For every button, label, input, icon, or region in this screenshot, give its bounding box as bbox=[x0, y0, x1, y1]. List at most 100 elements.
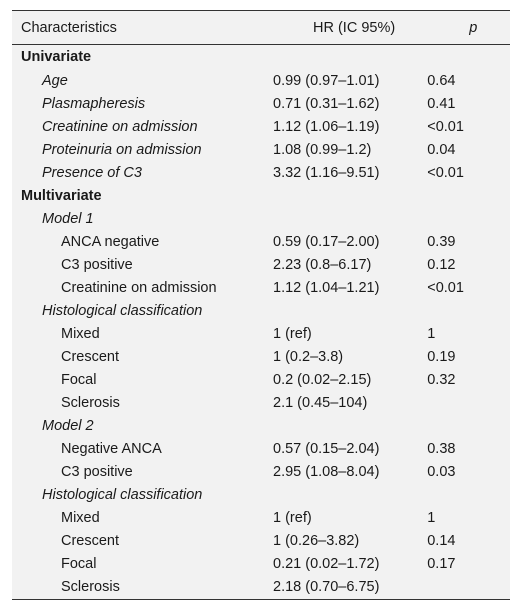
row-hr: 1.12 (1.06–1.19) bbox=[273, 118, 380, 135]
row-label: Focal bbox=[61, 371, 97, 388]
row-hr: 0.2 (0.02–2.15) bbox=[273, 371, 372, 388]
row-hr: 1 (0.2–3.8) bbox=[273, 348, 344, 365]
table-body: Univariate Age 0.99 (0.97–1.01) 0.64 Plasm… bbox=[12, 45, 510, 600]
row-hr: 1 (0.26–3.82) bbox=[273, 532, 360, 549]
hazard-ratio-table: Characteristics HR (IC 95%) p Univariate… bbox=[12, 10, 510, 600]
row-hr: 2.95 (1.08–8.04) bbox=[273, 463, 380, 480]
row-hr: 1.12 (1.04–1.21) bbox=[273, 279, 380, 296]
row-p bbox=[427, 45, 510, 70]
row-p: 1 bbox=[427, 325, 436, 342]
row-p bbox=[427, 207, 510, 230]
row-label: Histological classification bbox=[42, 302, 203, 319]
table-row: Model 2 bbox=[12, 414, 510, 437]
row-hr: 2.1 (0.45–104) bbox=[273, 394, 368, 411]
row-hr: 2.23 (0.8–6.17) bbox=[273, 256, 372, 273]
row-label: Creatinine on admission bbox=[61, 279, 217, 296]
row-hr: 0.21 (0.02–1.72) bbox=[273, 555, 380, 572]
row-label: Histological classification bbox=[42, 486, 203, 503]
row-p bbox=[427, 575, 510, 599]
table-row: Crescent 1 (0.2–3.8) 0.19 bbox=[12, 345, 510, 368]
table-row: ANCA negative 0.59 (0.17–2.00) 0.39 bbox=[12, 230, 510, 253]
row-p: 0.39 bbox=[427, 233, 456, 250]
table-row: C3 positive 2.23 (0.8–6.17) 0.12 bbox=[12, 253, 510, 276]
row-p: 0.41 bbox=[427, 95, 456, 112]
row-hr bbox=[273, 207, 427, 230]
row-p bbox=[427, 184, 510, 207]
table-row: Univariate bbox=[12, 45, 510, 70]
row-hr: 2.18 (0.70–6.75) bbox=[273, 579, 380, 595]
results-table: Characteristics HR (IC 95%) p Univariate… bbox=[12, 11, 510, 599]
table-row: Histological classification bbox=[12, 483, 510, 506]
row-hr: 1 (ref) bbox=[273, 509, 312, 526]
header-characteristics: Characteristics bbox=[21, 19, 117, 36]
table-row: Presence of C3 3.32 (1.16–9.51) <0.01 bbox=[12, 161, 510, 184]
row-p: 0.32 bbox=[427, 371, 456, 388]
row-label: Plasmapheresis bbox=[42, 95, 146, 112]
row-label: Age bbox=[42, 72, 68, 89]
table-row: Plasmapheresis 0.71 (0.31–1.62) 0.41 bbox=[12, 92, 510, 115]
header-hr: HR (IC 95%) bbox=[313, 19, 396, 36]
table-row: Creatinine on admission 1.12 (1.06–1.19) <… bbox=[12, 115, 510, 138]
row-label: Mixed bbox=[61, 509, 100, 526]
table-row: Creatinine on admission 1.12 (1.04–1.21) <… bbox=[12, 276, 510, 299]
table-row: Focal 0.2 (0.02–2.15) 0.32 bbox=[12, 368, 510, 391]
table-row: Crescent 1 (0.26–3.82) 0.14 bbox=[12, 529, 510, 552]
row-p: 0.64 bbox=[427, 72, 456, 89]
row-p: 0.38 bbox=[427, 440, 456, 457]
row-label: Crescent bbox=[61, 532, 120, 549]
row-label: Mixed bbox=[61, 325, 100, 342]
table-row: C3 positive 2.95 (1.08–8.04) 0.03 bbox=[12, 460, 510, 483]
row-hr: 0.59 (0.17–2.00) bbox=[273, 233, 380, 250]
table-row: Histological classification bbox=[12, 299, 510, 322]
row-p bbox=[427, 414, 510, 437]
row-label: Proteinuria on admission bbox=[42, 141, 202, 158]
row-hr bbox=[273, 483, 427, 506]
row-hr: 0.57 (0.15–2.04) bbox=[273, 440, 380, 457]
row-p bbox=[427, 483, 510, 506]
table-row: Sclerosis 2.1 (0.45–104) bbox=[12, 391, 510, 414]
row-p: 0.03 bbox=[427, 463, 456, 480]
row-label: Creatinine on admission bbox=[42, 118, 198, 135]
row-label: Multivariate bbox=[21, 187, 102, 204]
row-label: Crescent bbox=[61, 348, 120, 365]
header-p: p bbox=[469, 19, 478, 36]
row-p: 0.12 bbox=[427, 256, 456, 273]
row-label: C3 positive bbox=[61, 256, 133, 273]
row-label: Sclerosis bbox=[61, 579, 120, 595]
row-hr bbox=[273, 184, 427, 207]
table-row: Negative ANCA 0.57 (0.15–2.04) 0.38 bbox=[12, 437, 510, 460]
row-p: 1 bbox=[427, 509, 436, 526]
row-p: 0.04 bbox=[427, 141, 456, 158]
row-label: Presence of C3 bbox=[42, 164, 142, 181]
table-header: Characteristics HR (IC 95%) p bbox=[12, 11, 510, 45]
row-p: <0.01 bbox=[427, 118, 464, 135]
row-hr: 1 (ref) bbox=[273, 325, 312, 342]
table-row: Sclerosis 2.18 (0.70–6.75) bbox=[12, 575, 510, 599]
table-row: Multivariate bbox=[12, 184, 510, 207]
row-label: Negative ANCA bbox=[61, 440, 162, 457]
table-row: Mixed 1 (ref) 1 bbox=[12, 322, 510, 345]
row-p: <0.01 bbox=[427, 164, 464, 181]
table-row: Proteinuria on admission 1.08 (0.99–1.2) 0… bbox=[12, 138, 510, 161]
header-row: Characteristics HR (IC 95%) p bbox=[12, 11, 510, 45]
row-hr: 0.71 (0.31–1.62) bbox=[273, 95, 380, 112]
table-row: Model 1 bbox=[12, 207, 510, 230]
row-p: 0.14 bbox=[427, 532, 456, 549]
row-hr bbox=[273, 414, 427, 437]
table-row: Age 0.99 (0.97–1.01) 0.64 bbox=[12, 69, 510, 92]
row-hr bbox=[273, 45, 427, 70]
row-label: Univariate bbox=[21, 49, 92, 65]
row-hr: 0.99 (0.97–1.01) bbox=[273, 72, 380, 89]
row-label: Model 1 bbox=[42, 210, 94, 227]
table-row: Mixed 1 (ref) 1 bbox=[12, 506, 510, 529]
row-hr: 1.08 (0.99–1.2) bbox=[273, 141, 372, 158]
row-p: <0.01 bbox=[427, 279, 464, 296]
row-hr: 3.32 (1.16–9.51) bbox=[273, 164, 380, 181]
row-p: 0.19 bbox=[427, 348, 456, 365]
row-label: C3 positive bbox=[61, 463, 133, 480]
row-hr bbox=[273, 299, 427, 322]
table-row: Focal 0.21 (0.02–1.72) 0.17 bbox=[12, 552, 510, 575]
row-label: Model 2 bbox=[42, 417, 94, 434]
row-label: ANCA negative bbox=[61, 233, 160, 250]
row-label: Sclerosis bbox=[61, 394, 120, 411]
